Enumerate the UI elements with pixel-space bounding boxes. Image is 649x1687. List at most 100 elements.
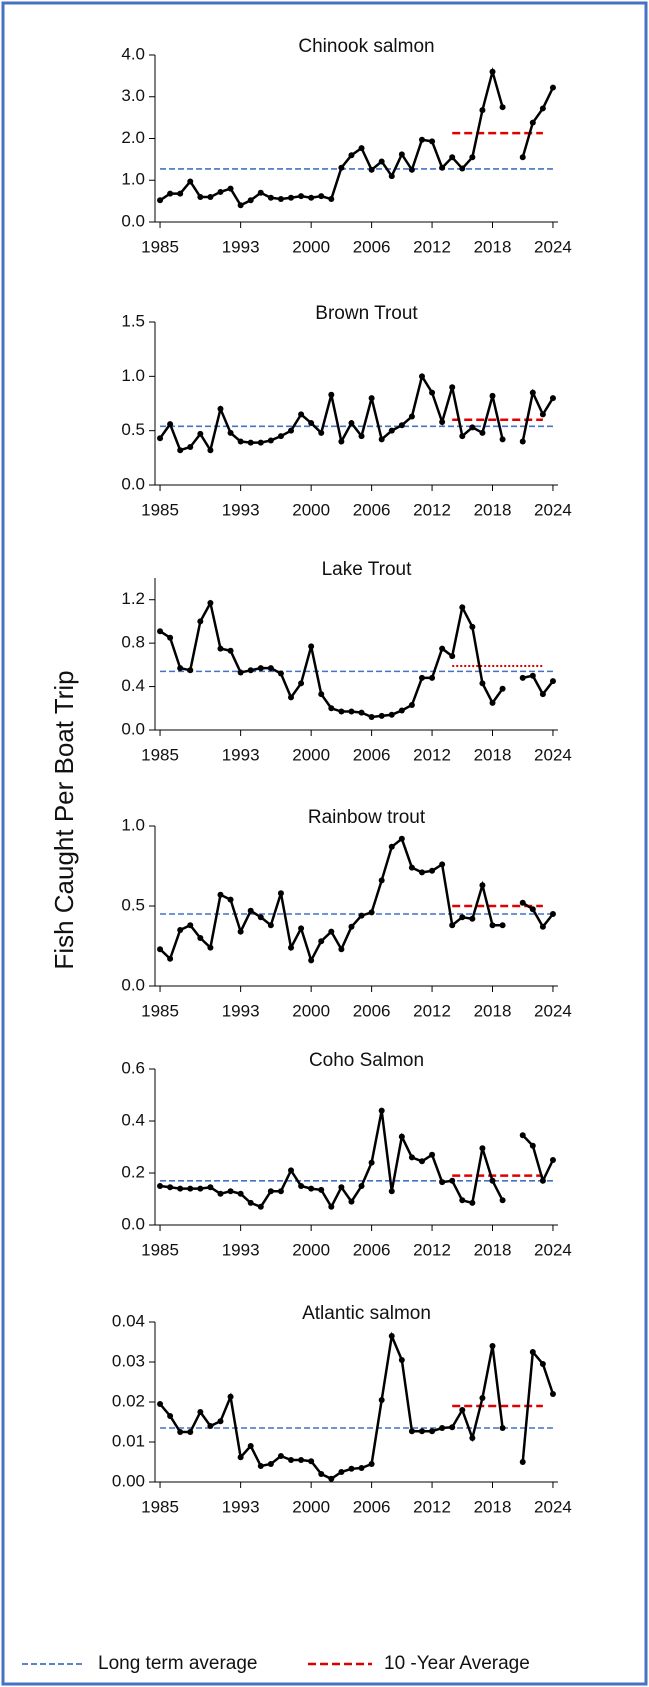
data-point [368,1461,375,1467]
data-point [267,922,274,929]
x-tick-label: 2024 [534,1001,572,1020]
data-point [247,1199,254,1206]
data-point [368,909,375,916]
data-point [398,422,405,429]
data-point [529,672,536,679]
data-point [308,643,315,650]
x-tick-label: 2018 [474,1240,512,1259]
data-line [521,1348,555,1463]
x-tick-label: 2012 [413,1240,451,1259]
data-point [398,707,405,714]
y-tick-label: 0.2 [121,1162,145,1181]
chart-title: Lake Trout [322,559,412,580]
data-point [338,946,345,953]
x-tick-label: 2024 [534,500,572,519]
data-point [328,705,335,712]
y-tick-label: 0.5 [121,420,145,439]
x-tick-label: 2000 [292,1240,330,1259]
data-point [187,443,194,450]
data-point [348,923,355,930]
y-tick-label: 0.04 [112,1311,145,1330]
data-line [521,87,555,158]
data-point [398,1357,405,1363]
y-tick-label: 0.01 [112,1431,145,1450]
data-point [499,922,506,929]
data-point [338,164,345,171]
x-tick-label: 2000 [292,500,330,519]
data-point [207,1423,214,1429]
data-point [257,189,264,196]
data-point [479,1395,486,1401]
data-point [157,435,164,442]
data-point [237,438,244,445]
data-point [308,957,315,964]
data-point [227,647,234,654]
data-point [539,923,546,930]
data-point [318,1186,325,1193]
data-point [469,1199,476,1206]
x-tick-label: 1985 [141,1001,179,1020]
data-point [549,1391,556,1397]
data-point [177,1185,184,1192]
data-point [318,1471,325,1477]
data-line [159,1110,504,1210]
data-point [237,202,244,209]
data-point [539,1361,546,1367]
x-tick-label: 1985 [141,1240,179,1259]
data-point [539,691,546,698]
data-point [288,1167,295,1174]
data-point [308,1458,315,1465]
data-point [257,1463,264,1469]
x-tick-label: 1993 [222,237,260,256]
data-point [439,164,446,171]
data-point [529,1142,536,1149]
data-point [549,84,556,91]
data-point [157,1183,164,1189]
data-point [177,447,184,454]
x-tick-label: 1993 [222,500,260,519]
data-point [217,645,224,652]
x-tick-label: 2006 [353,1497,391,1516]
data-point [257,1203,264,1210]
data-point [378,712,385,719]
data-point [207,599,214,606]
legend-label: 10 -Year Average [384,1653,530,1674]
y-tick-label: 1.5 [121,311,145,330]
x-tick-label: 2006 [353,745,391,764]
y-tick-label: 3.0 [121,86,145,105]
data-point [318,193,325,200]
x-tick-label: 2012 [413,237,451,256]
data-point [449,1177,456,1184]
y-tick-label: 0.4 [121,1110,145,1129]
data-point [549,395,556,402]
data-line [159,599,504,719]
legend-label: Long term average [98,1653,258,1674]
data-point [408,1154,415,1161]
y-tick-label: 0.0 [121,474,145,493]
x-tick-label: 2018 [474,500,512,519]
x-tick-label: 2024 [534,745,572,764]
data-point [469,424,476,431]
x-tick-label: 2024 [534,237,572,256]
data-line [521,388,555,442]
data-point [408,864,415,871]
x-tick-label: 2000 [292,1001,330,1020]
data-point [197,1409,204,1415]
data-point [429,389,436,396]
data-point [479,680,486,687]
data-point [277,196,284,203]
data-point [479,1145,486,1152]
data-point [439,861,446,868]
data-point [358,912,365,919]
data-point [157,1401,164,1407]
data-point [187,1429,194,1435]
data-point [418,1428,425,1435]
data-point [167,190,174,197]
data-point [237,1454,244,1461]
data-point [388,711,395,718]
data-point [418,1158,425,1165]
data-point [539,411,546,418]
data-point [358,1183,365,1189]
data-point [207,193,214,200]
data-point [328,928,335,935]
